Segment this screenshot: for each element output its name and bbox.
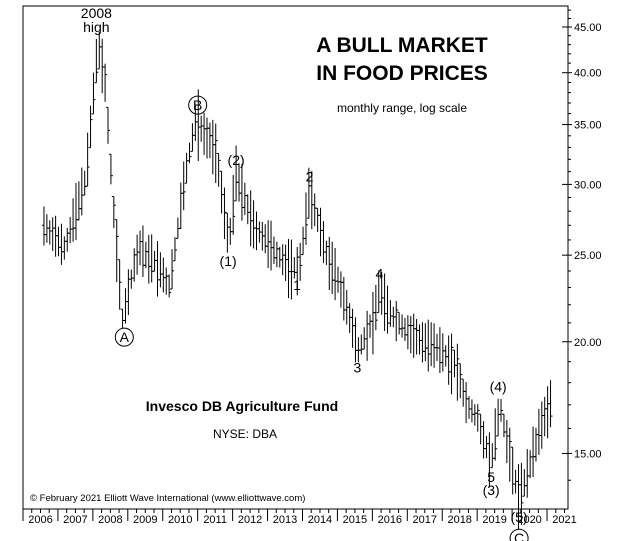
x-tick-label: 2009 [133,514,157,526]
wave-circle [509,528,529,541]
wave-label: (1) [220,253,237,269]
y-tick-label: 40.00 [574,68,602,80]
wave-label: C [514,530,524,541]
price-bars [41,32,553,529]
x-tick-label: 2012 [238,514,262,526]
wave-label: 3 [353,360,361,376]
exchange-label: NYSE: DBA [213,427,277,441]
wave-label: A [120,329,130,345]
x-axis: 2006 2007 2008 2009 2010 2011 2012 2013 2014 2015… [22,509,577,526]
x-tick-label: 2007 [63,514,87,526]
x-tick-label: 2013 [273,514,297,526]
chart-subtitle: monthly range, log scale [337,101,467,115]
y-tick-label: 30.00 [574,179,602,191]
y-tick-label: 20.00 [574,337,602,349]
chart-title-line2: IN FOOD PRICES [316,62,488,85]
wave-label: (5) [511,509,528,525]
wave-label: B [193,97,202,113]
y-axis: 45.00 40.00 35.00 30.00 25.00 20.00 15.00 [562,9,602,481]
x-tick-label: 2011 [203,514,227,526]
plot-area: 45.00 40.00 35.00 30.00 25.00 20.00 15.00 2006… [22,5,602,541]
x-tick-label: 2020 [517,514,541,526]
wave-label: (4) [490,378,507,394]
x-tick-label: 2006 [28,514,52,526]
x-tick-label: 2010 [168,514,192,526]
x-tick-label: 2018 [447,514,471,526]
y-tick-label: 45.00 [574,22,602,34]
wave-circle [114,327,134,347]
x-tick-label: 2014 [308,514,332,526]
copyright-text: © February 2021 Elliott Wave Internation… [30,493,305,504]
x-tick-label: 2019 [482,514,506,526]
plot-frame [22,5,569,510]
fund-name: Invesco DB Agriculture Fund [146,398,338,414]
wave-circle [188,95,208,115]
wave-label: 5 [487,469,495,485]
wave-label: 4 [375,266,383,282]
wave-label: 2008 [81,5,112,21]
x-tick-label: 2021 [552,514,576,526]
y-tick-label: 15.00 [574,448,602,460]
y-tick-label: 35.00 [574,120,602,132]
x-tick-label: 2017 [413,514,437,526]
wave-label: (2) [228,152,245,168]
y-tick-label: 25.00 [574,250,602,262]
wave-label: high [83,19,109,35]
wave-label: (3) [483,482,500,498]
x-tick-label: 2016 [378,514,402,526]
wave-label: 2 [306,169,314,185]
x-tick-label: 2008 [98,514,122,526]
chart-title-line1: A BULL MARKET [316,34,488,57]
x-tick-label: 2015 [343,514,367,526]
wave-label: 1 [293,277,301,293]
